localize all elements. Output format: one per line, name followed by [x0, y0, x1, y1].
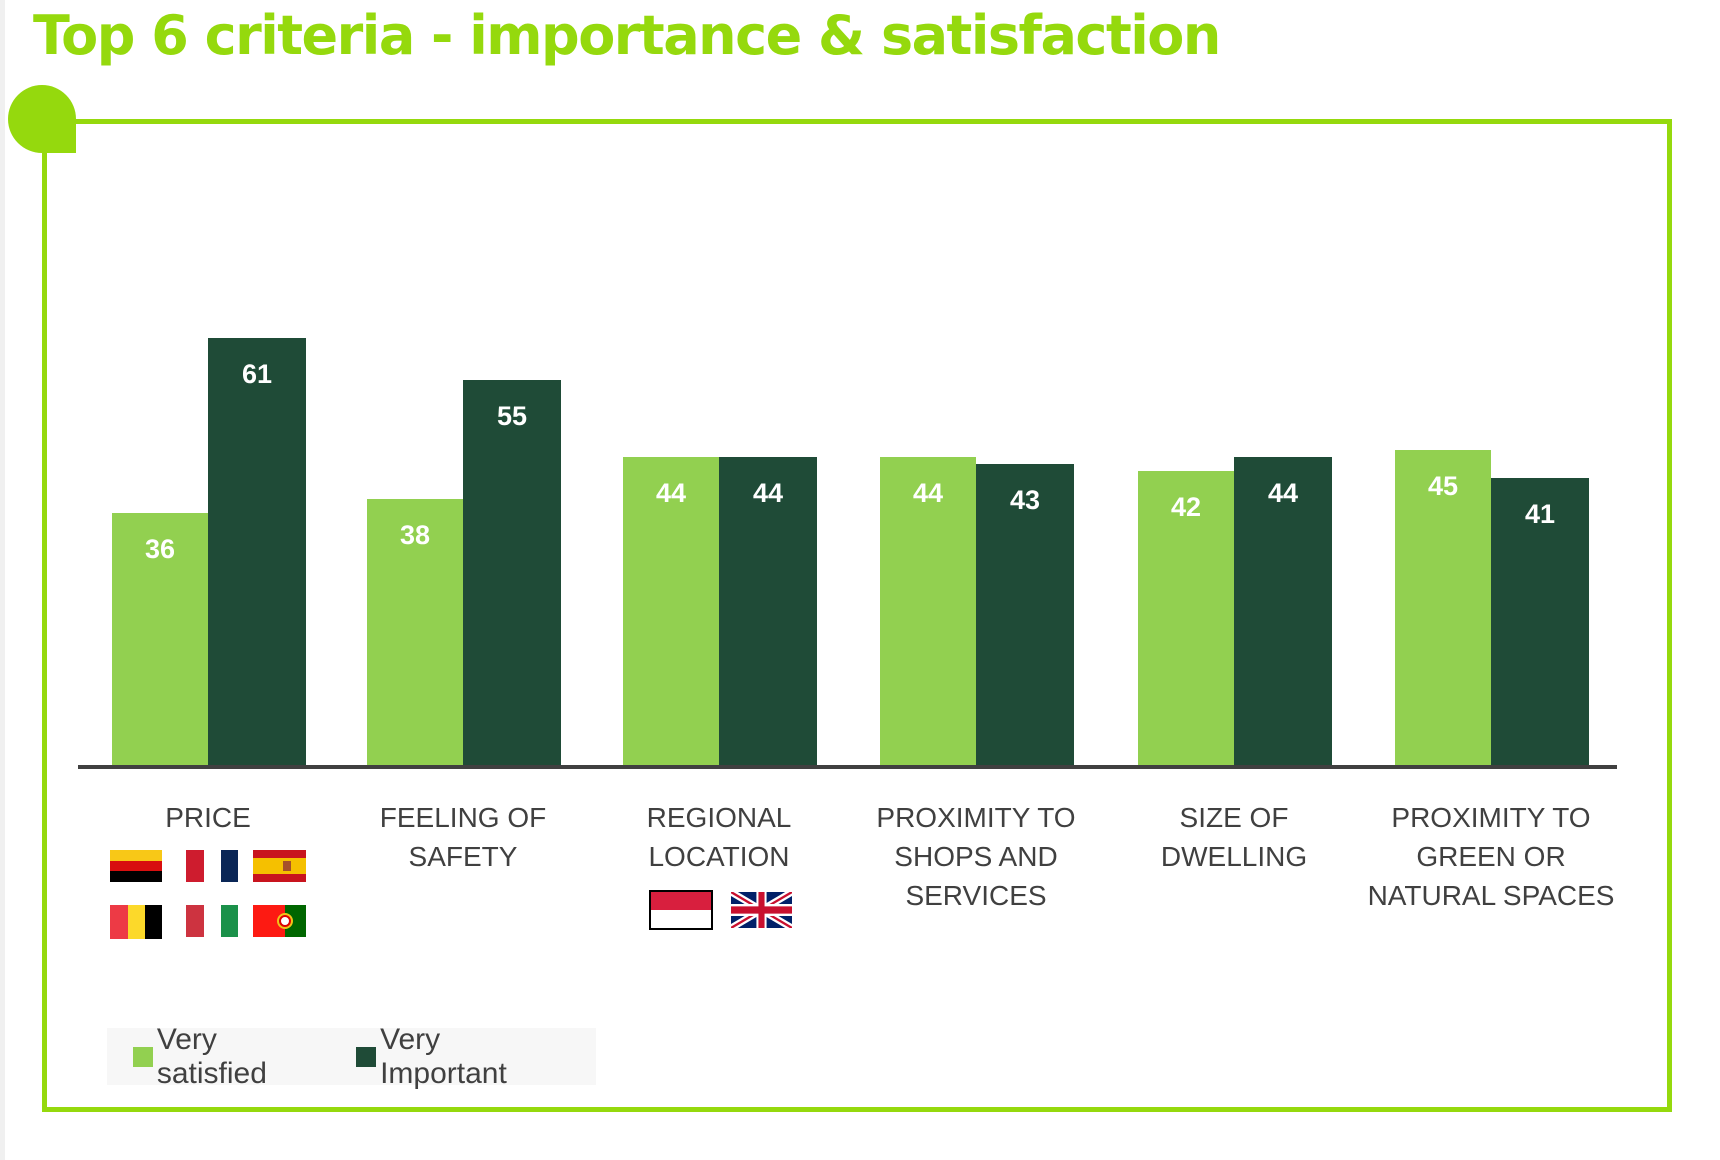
data-label: 43	[1010, 485, 1040, 515]
data-label: 55	[497, 401, 527, 431]
bar-very-satisfied	[623, 457, 719, 765]
bar-very-important	[463, 380, 561, 765]
x-tick-label: SIZE OF DWELLING	[1160, 802, 1308, 872]
left-edge-strip	[0, 0, 5, 1160]
page-title: Top 6 criteria - importance & satisfacti…	[33, 4, 1221, 67]
data-label: 42	[1171, 492, 1201, 522]
portugal-flag	[253, 905, 306, 937]
chart-frame	[42, 119, 1672, 1112]
legend-label: Very Important	[380, 1022, 507, 1090]
x-axis-line	[78, 765, 1617, 769]
x-tick-label: PROXIMITY TO SHOPS AND SERVICES	[876, 802, 1076, 911]
data-label: 44	[753, 478, 783, 508]
bar-very-satisfied	[1138, 471, 1234, 765]
bar-very-important	[208, 338, 306, 765]
legend-item-very-satisfied: Very satisfied	[133, 1023, 334, 1091]
data-label: 61	[242, 359, 272, 389]
belgium-flag	[110, 905, 162, 939]
corner-decoration	[8, 85, 76, 153]
legend-swatch-very-satisfied	[133, 1046, 153, 1067]
x-tick-label: PROXIMITY TO GREEN OR NATURAL SPACES	[1367, 802, 1615, 911]
spain-flag	[253, 850, 306, 882]
x-tick-label: FEELING OF SAFETY	[379, 802, 547, 872]
bar-very-satisfied	[112, 513, 208, 765]
data-label: 38	[400, 520, 430, 550]
bar-very-satisfied	[367, 499, 463, 765]
italy-flag	[186, 905, 238, 937]
x-tick-label: REGIONAL LOCATION	[646, 802, 792, 872]
bar-very-important	[976, 464, 1074, 765]
legend-item-very-important: Very Important	[356, 1023, 574, 1091]
data-label: 44	[1268, 478, 1298, 508]
data-label: 44	[656, 478, 686, 508]
legend-label: Very satisfied	[156, 1022, 267, 1090]
bar-very-important	[1234, 457, 1332, 765]
uk-flag	[731, 892, 792, 928]
bar-very-satisfied	[1395, 450, 1491, 765]
bar-very-important	[719, 457, 817, 765]
bar-very-satisfied	[880, 457, 976, 765]
france-flag	[186, 850, 238, 882]
monaco-flag	[649, 890, 713, 930]
data-label: 41	[1525, 499, 1555, 529]
legend-swatch-very-important	[356, 1046, 377, 1067]
chart-legend: Very satisfied Very Important	[107, 1023, 596, 1090]
data-label: 36	[145, 534, 175, 564]
data-label: 44	[913, 478, 943, 508]
germany-flag	[110, 850, 162, 882]
bar-very-important	[1491, 478, 1589, 765]
x-tick-label: PRICE	[165, 802, 251, 833]
data-label: 45	[1428, 471, 1458, 501]
